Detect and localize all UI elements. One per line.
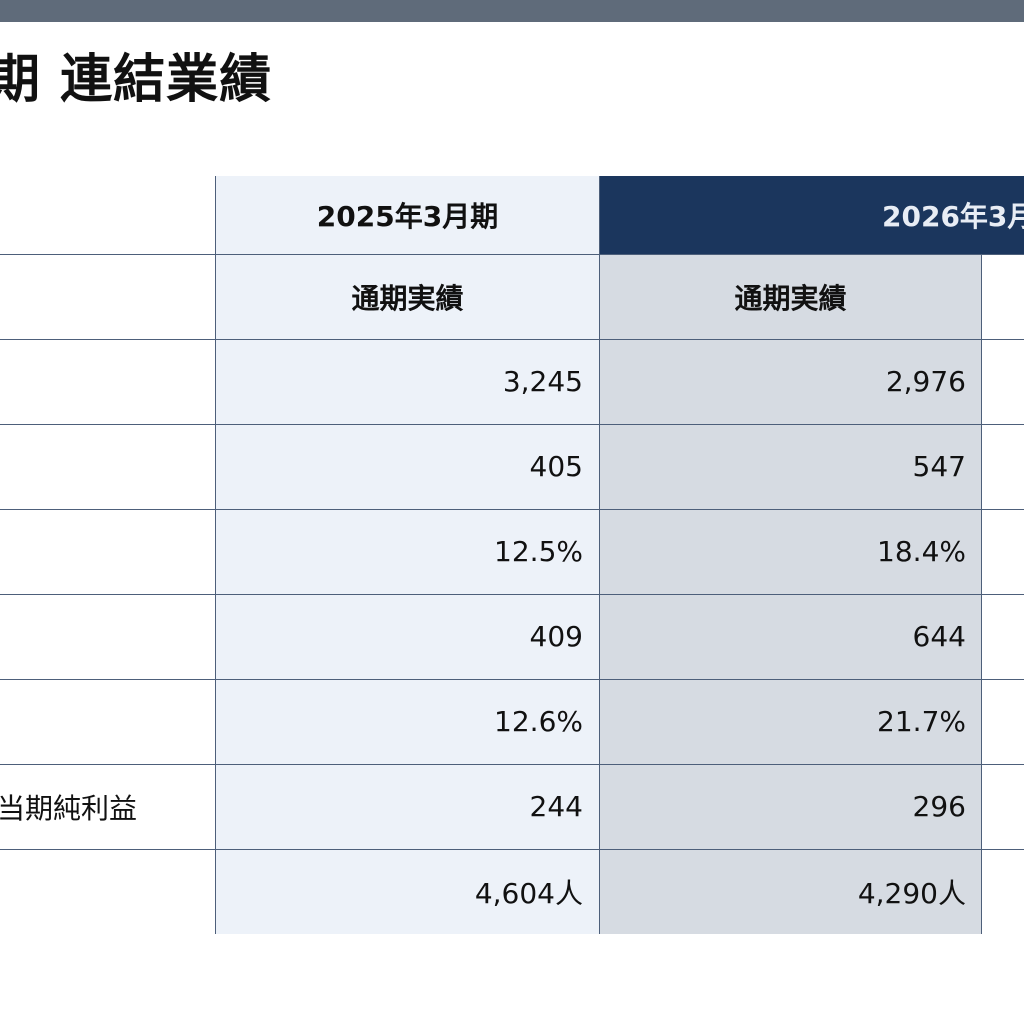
sub-header-2025: 通期実績 bbox=[216, 254, 599, 339]
table-cell: 12.6% bbox=[216, 679, 599, 764]
table-cell: 4,604人 bbox=[216, 849, 599, 934]
table-cell: 547 bbox=[599, 424, 982, 509]
period-header-2025: 2025年3月期 bbox=[216, 176, 599, 254]
divider bbox=[0, 424, 1024, 425]
divider bbox=[0, 849, 1024, 850]
table-cell: 12.5% bbox=[216, 509, 599, 594]
divider bbox=[0, 764, 1024, 765]
table-cell: 405 bbox=[216, 424, 599, 509]
table-cell: 4,290人 bbox=[599, 849, 982, 934]
table-cell: 21.7% bbox=[599, 679, 982, 764]
top-bar bbox=[0, 0, 1024, 22]
divider bbox=[215, 176, 216, 934]
table-cell: 644 bbox=[599, 594, 982, 679]
sub-header-2026: 通期実績 bbox=[599, 254, 982, 339]
divider bbox=[0, 254, 1024, 255]
divider bbox=[981, 254, 982, 934]
divider bbox=[0, 509, 1024, 510]
table-cell: 296 bbox=[599, 764, 982, 849]
row-label-net-income: 当期純利益 bbox=[0, 791, 138, 825]
table-cell: 2,976 bbox=[599, 339, 982, 424]
page-title: 期 連結業績 bbox=[0, 50, 273, 110]
period-header-2026: 2026年3月 bbox=[599, 176, 1024, 254]
divider bbox=[599, 176, 600, 934]
divider bbox=[0, 679, 1024, 680]
table-cell: 18.4% bbox=[599, 509, 982, 594]
table-cell: 409 bbox=[216, 594, 599, 679]
divider bbox=[0, 594, 1024, 595]
divider bbox=[0, 339, 1024, 340]
table-cell: 3,245 bbox=[216, 339, 599, 424]
table-cell: 244 bbox=[216, 764, 599, 849]
